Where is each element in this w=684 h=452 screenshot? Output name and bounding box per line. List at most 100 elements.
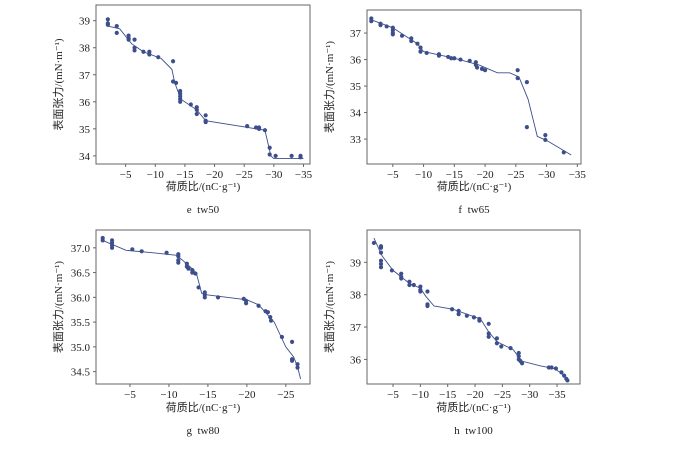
data-point [411, 282, 416, 288]
data-point [467, 58, 472, 63]
data-point [164, 250, 169, 255]
chart-panel-2: −5 −10 −15 −20 −25 34.5 35.0 35.5 36.0 36.5 37.0 荷质… [51, 229, 311, 437]
data-point [516, 350, 521, 356]
data-point [100, 238, 105, 243]
y-tick-label: 36 [350, 354, 362, 366]
chart-panel-1: −5 −10 −15 −20 −25 −30 −35 33 34 35 36 37 荷质比/(nC·g⁻… [322, 9, 586, 216]
x-tick-label: −10 [415, 169, 433, 181]
y-tick-label: 35.5 [71, 317, 91, 329]
y-tick-label: 38 [79, 43, 91, 55]
data-point [132, 48, 137, 53]
data-point [203, 119, 208, 125]
y-tick-label: 36 [79, 97, 91, 109]
y-tick-label: 34.5 [71, 367, 91, 379]
y-tick-label: 35.0 [71, 342, 91, 354]
data-point [494, 336, 499, 341]
data-point [289, 153, 294, 158]
data-point [245, 124, 250, 129]
y-tick-label: 37 [350, 28, 362, 40]
data-point [471, 315, 477, 320]
y-axis-label: 表面张力/(mN·m⁻¹) [51, 38, 65, 131]
data-point [378, 23, 383, 28]
data-point [202, 295, 207, 300]
y-tick-label: 37.0 [71, 243, 91, 255]
x-tick-label: −5 [124, 389, 136, 401]
y-tick-label: 38 [350, 290, 362, 302]
data-point [114, 30, 119, 35]
data-point [486, 334, 491, 339]
data-point [105, 22, 110, 27]
x-axis-label: 荷质比/(nC·g⁻¹) [437, 180, 512, 193]
data-point [378, 250, 384, 255]
data-point [369, 19, 374, 24]
panel-caption: h tw100 [454, 425, 493, 437]
data-point [132, 37, 137, 42]
data-point [186, 266, 191, 271]
x-tick-label: −30 [521, 389, 539, 401]
x-tick-label: −25 [507, 169, 525, 181]
data-point [409, 38, 414, 44]
data-point [452, 56, 457, 61]
data-point [289, 339, 295, 345]
data-point [156, 55, 161, 60]
data-point [562, 373, 567, 378]
y-tick-label: 37 [79, 70, 91, 82]
data-point [256, 303, 261, 308]
data-point [456, 312, 461, 317]
data-point [486, 321, 491, 326]
data-point [418, 45, 423, 50]
data-point [399, 271, 404, 276]
data-point [378, 265, 384, 270]
data-point [494, 341, 499, 346]
data-point [176, 254, 181, 259]
y-tick-label: 36.5 [71, 268, 91, 280]
data-point [371, 240, 376, 246]
data-point [515, 68, 520, 73]
fit-line [102, 239, 302, 380]
x-tick-label: −30 [265, 169, 283, 181]
x-tick-label: −5 [387, 169, 399, 181]
data-point [474, 65, 480, 70]
data-point [298, 155, 303, 160]
x-tick-label: −20 [476, 169, 494, 181]
data-point [105, 17, 110, 22]
data-point [449, 307, 455, 312]
x-tick-label: −25 [236, 169, 254, 181]
data-point [553, 366, 559, 371]
x-tick-label: −10 [160, 389, 178, 401]
y-tick-label: 36.0 [71, 292, 91, 304]
data-point [418, 284, 423, 289]
x-tick-label: −10 [147, 169, 165, 181]
data-point [203, 113, 208, 118]
data-point [262, 128, 268, 133]
fit-line [371, 19, 572, 156]
chart-panel-3: −5 −10 −15 −20 −25 −30 −35 36 37 38 39 荷质比/(nC·g⁻¹)… [322, 229, 581, 437]
data-point [194, 111, 199, 117]
data-point [130, 247, 135, 252]
y-tick-label: 39 [79, 16, 91, 28]
data-point [184, 261, 189, 266]
data-point [178, 99, 183, 104]
data-point [519, 361, 525, 366]
data-point [267, 152, 272, 157]
data-point [243, 301, 249, 306]
data-point [499, 344, 504, 349]
panel-caption: g tw80 [187, 425, 221, 437]
data-point [418, 289, 423, 294]
x-tick-label: −5 [120, 169, 132, 181]
data-point [139, 249, 144, 254]
data-point [378, 245, 384, 250]
y-tick-label: 34 [350, 108, 362, 120]
x-tick-label: −25 [494, 389, 512, 401]
data-point [399, 276, 404, 281]
x-tick-label: −20 [466, 389, 484, 401]
x-tick-label: −15 [176, 169, 194, 181]
data-point [196, 285, 201, 290]
data-point [295, 362, 300, 367]
data-point [477, 318, 482, 323]
data-point [268, 318, 274, 323]
x-axis-label: 荷质比/(nC·g⁻¹) [436, 401, 511, 414]
data-point [141, 49, 146, 54]
data-point [114, 23, 119, 29]
